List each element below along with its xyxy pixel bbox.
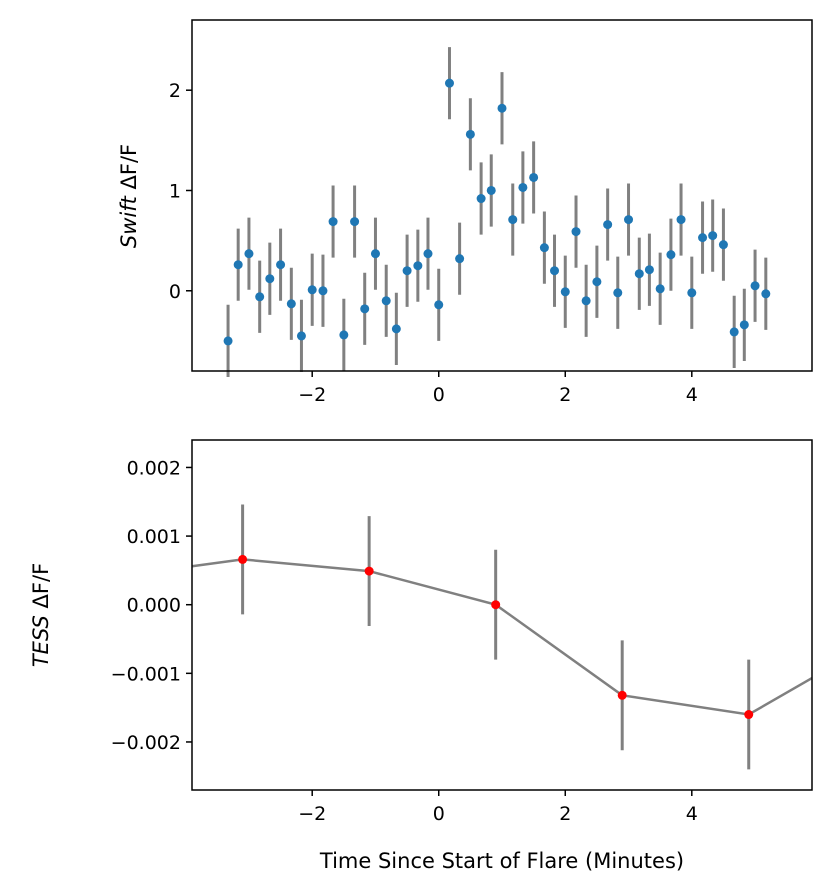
data-point — [255, 292, 265, 302]
x-tick-label: −2 — [298, 384, 326, 406]
data-point — [391, 324, 401, 334]
y-tick-label: 0.001 — [127, 526, 181, 548]
data-point — [402, 266, 412, 276]
data-point — [550, 266, 560, 276]
data-point — [318, 286, 328, 296]
data-point — [571, 227, 581, 237]
data-point — [381, 296, 391, 306]
data-point — [708, 231, 718, 241]
y-tick-label: 0.000 — [127, 595, 181, 617]
x-axis-label: Time Since Start of Flare (Minutes) — [319, 849, 684, 873]
data-point — [238, 554, 248, 564]
data-point — [286, 299, 296, 309]
data-point — [676, 215, 686, 225]
data-point — [718, 240, 728, 250]
x-tick-label: 0 — [433, 803, 445, 825]
data-point — [539, 243, 549, 253]
data-point — [370, 249, 380, 259]
data-point — [518, 182, 528, 192]
data-point — [497, 103, 507, 113]
data-point — [560, 287, 570, 297]
data-point — [508, 215, 518, 225]
swift-plot-frame — [191, 19, 813, 372]
swift-panel: −2 0 2 4 0 1 2 Swift ΔF/F — [117, 19, 813, 406]
data-point — [491, 600, 501, 610]
data-point — [276, 260, 286, 270]
y-tick-label: 2 — [169, 80, 181, 102]
x-tick-label: 4 — [686, 803, 698, 825]
data-point — [698, 233, 708, 243]
data-point — [339, 330, 349, 340]
data-point — [581, 296, 591, 306]
data-point — [350, 217, 360, 227]
swift-y-axis-label: Swift ΔF/F — [117, 144, 141, 248]
data-point — [655, 284, 665, 294]
data-point — [364, 566, 374, 576]
swift-data-marks — [223, 47, 771, 378]
data-point — [644, 265, 654, 275]
data-point — [265, 274, 275, 284]
data-point — [244, 249, 254, 259]
data-point — [592, 277, 602, 287]
x-tick-label: 4 — [686, 384, 698, 406]
tess-y-axis-label: TESS ΔF/F — [29, 563, 53, 667]
x-tick-label: 2 — [559, 803, 571, 825]
data-point — [434, 300, 444, 310]
data-point — [761, 289, 771, 299]
x-tick-label: 2 — [559, 384, 571, 406]
data-point — [328, 217, 338, 227]
y-tick-label: 1 — [169, 180, 181, 202]
y-tick-label: −0.002 — [111, 732, 181, 754]
data-point — [739, 320, 749, 330]
tess-axis-ticks: −2 0 2 4 0.002 0.001 0.000 −0.001 −0.002 — [111, 457, 698, 825]
data-point — [476, 194, 486, 204]
data-point — [465, 129, 475, 139]
data-point — [529, 172, 539, 182]
data-point — [360, 304, 370, 314]
data-point — [455, 254, 465, 264]
tess-panel: −2 0 2 4 0.002 0.001 0.000 −0.001 −0.002 TESS ΔF… — [29, 439, 813, 873]
data-point — [307, 285, 317, 295]
tess-plot-frame — [191, 439, 813, 791]
data-point — [613, 288, 623, 298]
data-point — [603, 220, 613, 230]
data-point — [687, 288, 697, 298]
x-tick-label: 0 — [433, 384, 445, 406]
data-point — [233, 260, 243, 270]
data-point — [617, 690, 627, 700]
x-tick-label: −2 — [298, 803, 326, 825]
y-tick-label: −0.001 — [111, 663, 181, 685]
data-point — [750, 281, 760, 291]
data-point — [423, 249, 433, 259]
data-point — [486, 185, 496, 195]
y-tick-label: 0 — [169, 281, 181, 303]
data-point — [666, 250, 676, 260]
data-point — [624, 215, 634, 225]
data-point — [223, 336, 233, 346]
tess-data-marks — [191, 504, 813, 770]
data-point — [729, 327, 739, 337]
y-tick-label: 0.002 — [127, 457, 181, 479]
data-point — [444, 78, 454, 88]
data-point — [744, 710, 754, 720]
swift-axis-ticks: −2 0 2 4 0 1 2 — [169, 80, 698, 406]
data-point — [296, 331, 306, 341]
data-point — [413, 261, 423, 271]
data-point — [634, 269, 644, 279]
